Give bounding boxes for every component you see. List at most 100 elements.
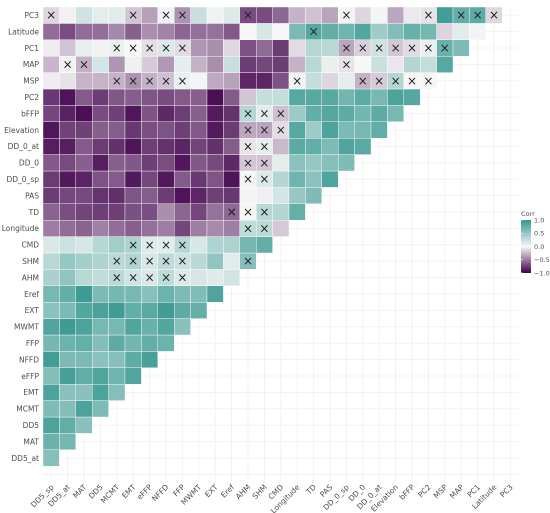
heatmap-cell: [223, 121, 240, 139]
heatmap-cell: [124, 187, 142, 204]
y-tick-label: MCMT: [16, 405, 39, 414]
heatmap-cell: [124, 105, 142, 123]
nonsignificant-cross: ×: [440, 41, 450, 55]
heatmap-cell: [108, 236, 126, 254]
x-tick-label: AHM: [234, 483, 253, 502]
nonsignificant-cross: ×: [145, 74, 155, 88]
heatmap-cell: [59, 154, 77, 172]
heatmap-cell: [239, 72, 257, 90]
x-tick-label: MAT: [71, 482, 89, 500]
heatmap-cell: [91, 23, 109, 40]
heatmap-cell: [42, 56, 60, 73]
heatmap-cell: [75, 137, 93, 155]
heatmap-cell: [256, 236, 273, 254]
heatmap-cell: [75, 154, 93, 172]
heatmap-cell: [321, 72, 339, 90]
heatmap-cell: [223, 219, 240, 237]
heatmap-cell: [288, 154, 306, 172]
y-tick-label: MWMT: [14, 323, 39, 332]
nonsignificant-cross: ×: [243, 123, 253, 137]
heatmap-cell: [42, 88, 60, 106]
heatmap-cell: [75, 252, 93, 270]
y-tick-label: AHM: [22, 273, 39, 282]
heatmap-cell: [173, 219, 191, 237]
heatmap-cell: [305, 88, 322, 106]
heatmap-cell: [321, 137, 339, 155]
heatmap-cell: [91, 334, 109, 352]
heatmap-cell: [124, 285, 142, 303]
heatmap-cell: [141, 56, 158, 73]
heatmap-cell: [321, 23, 339, 40]
heatmap-cell: [321, 88, 339, 106]
x-tick-label: bFFP: [397, 482, 416, 501]
heatmap-cell: [173, 318, 191, 336]
heatmap-cell: [75, 236, 93, 254]
heatmap-cell: [141, 219, 158, 237]
nonsignificant-cross: ×: [243, 221, 253, 235]
heatmap-cell: [190, 154, 208, 172]
legend-tick-label: 1.0: [534, 216, 544, 224]
heatmap-cell: [370, 23, 388, 40]
heatmap-cell: [108, 170, 126, 188]
heatmap-cell: [91, 105, 109, 123]
heatmap-cell: [42, 302, 60, 319]
heatmap-cell: [288, 170, 306, 188]
nonsignificant-cross: ×: [161, 271, 171, 285]
heatmap-cell: [387, 56, 404, 73]
heatmap-cell: [75, 334, 93, 352]
y-tick-label: PAS: [25, 191, 39, 200]
heatmap-cell: [321, 56, 339, 73]
heatmap-cell: [190, 219, 208, 237]
heatmap-cell: [42, 433, 60, 450]
heatmap-cell: [239, 39, 257, 57]
heatmap-cell: [42, 334, 60, 352]
nonsignificant-cross: ×: [145, 41, 155, 55]
heatmap-cell: [59, 23, 77, 40]
heatmap-cell: [75, 72, 93, 90]
heatmap-cell: [305, 187, 322, 204]
heatmap-cell: [305, 105, 322, 123]
nonsignificant-cross: ×: [243, 156, 253, 170]
nonsignificant-cross: ×: [423, 41, 433, 55]
heatmap-cell: [239, 88, 257, 106]
heatmap-cell: [91, 72, 109, 90]
heatmap-cell: [75, 121, 93, 139]
nonsignificant-cross: ×: [177, 74, 187, 88]
heatmap-cell: [272, 56, 290, 73]
heatmap-cell: [124, 334, 142, 352]
heatmap-cell: [91, 351, 109, 368]
nonsignificant-cross: ×: [374, 41, 384, 55]
heatmap-cell: [305, 137, 322, 155]
heatmap-cell: [42, 23, 60, 40]
heatmap-cell: [305, 121, 322, 139]
heatmap-cell: [387, 105, 404, 123]
heatmap-cell: [91, 318, 109, 336]
heatmap-cell: [354, 121, 372, 139]
heatmap-cell: [206, 6, 224, 24]
heatmap-cell: [223, 105, 240, 123]
nonsignificant-cross: ×: [112, 41, 122, 55]
heatmap-cell: [157, 219, 175, 237]
heatmap-cell: [403, 56, 421, 73]
heatmap-cell: [288, 6, 306, 24]
nonsignificant-cross: ×: [112, 254, 122, 268]
heatmap-cell: [157, 334, 175, 352]
x-tick-label: PC3: [498, 482, 515, 499]
heatmap-cell: [42, 105, 60, 123]
heatmap-cell: [75, 203, 93, 221]
heatmap-cell: [75, 318, 93, 336]
heatmap-cell: [42, 137, 60, 155]
nonsignificant-cross: ×: [276, 107, 286, 121]
nonsignificant-cross: ×: [177, 41, 187, 55]
heatmap-cell: [59, 88, 77, 106]
heatmap-cell: [59, 137, 77, 155]
heatmap-cell: [42, 285, 60, 303]
heatmap-cell: [91, 170, 109, 188]
heatmap-cell: [206, 105, 224, 123]
y-tick-label: PC2: [24, 93, 39, 102]
nonsignificant-cross: ×: [391, 74, 401, 88]
heatmap-cell: [141, 285, 158, 303]
heatmap-cell: [206, 285, 224, 303]
nonsignificant-cross: ×: [112, 271, 122, 285]
